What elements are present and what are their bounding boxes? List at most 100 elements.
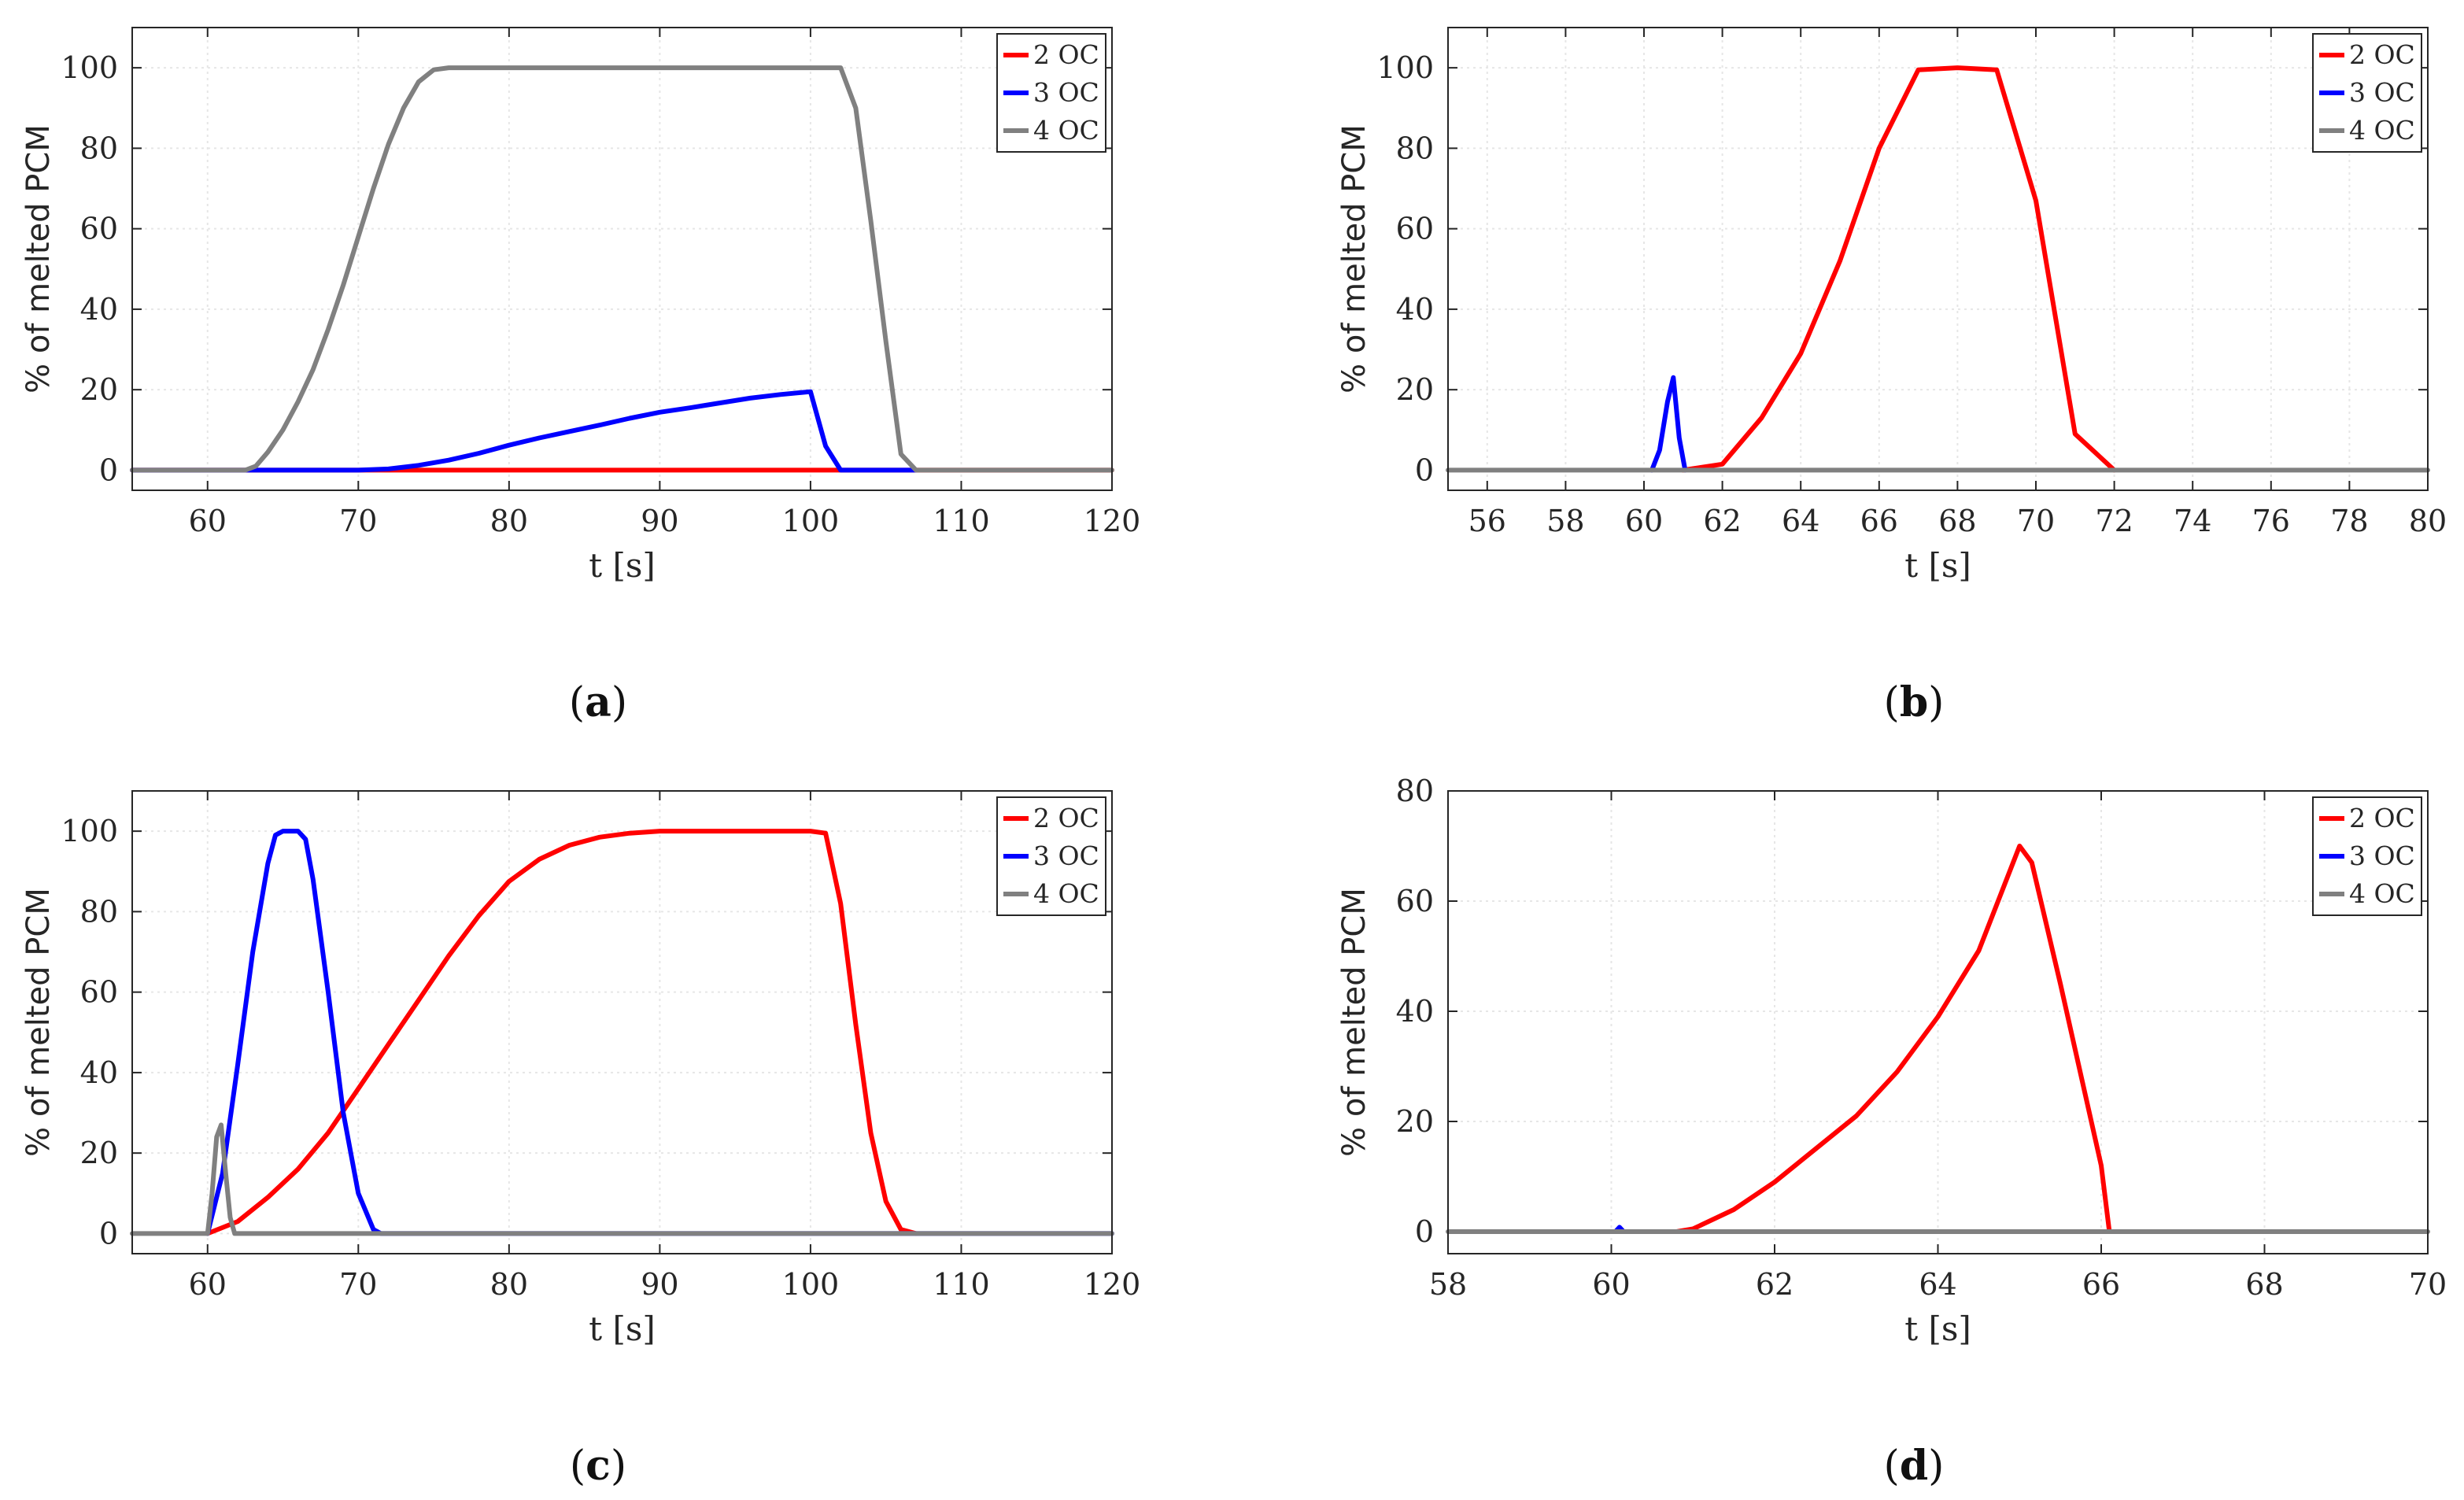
y-tick-label: 20 [1396, 372, 1434, 407]
x-axis-label: t [s] [589, 1310, 656, 1348]
series-line-2-oc [1680, 65, 2117, 473]
caption-open-paren: ( [569, 679, 585, 726]
y-tick-label: 60 [1396, 212, 1434, 246]
plot-area [132, 791, 1112, 1254]
x-tick-label: 58 [1429, 1267, 1467, 1302]
x-tick-label: 100 [782, 1267, 840, 1302]
x-tick-label: 56 [1468, 504, 1506, 538]
series-line-4-oc [130, 1122, 1114, 1236]
x-tick-label: 120 [1084, 504, 1141, 538]
legend: 2 OC 3 OC 4 OC [2312, 796, 2422, 916]
y-tick-label: 40 [1396, 994, 1434, 1029]
legend-label: 2 OC [1033, 803, 1099, 833]
x-tick-label: 120 [1084, 1267, 1141, 1302]
x-tick-label: 72 [2095, 504, 2133, 538]
legend-label: 4 OC [1033, 878, 1099, 909]
y-axis-label: % of melted PCM [1336, 124, 1372, 393]
legend: 2 OC 3 OC 4 OC [996, 33, 1106, 153]
x-axis-label: t [s] [1904, 546, 1971, 585]
x-tick-label: 70 [339, 504, 377, 538]
series-line-3-oc [205, 829, 1114, 1236]
y-tick-label: 80 [80, 131, 118, 165]
y-tick-label: 100 [61, 50, 118, 85]
caption-letter: c [586, 1442, 611, 1490]
y-tick-label: 40 [80, 1055, 118, 1090]
x-tick-label: 78 [2330, 504, 2368, 538]
chart-panel-b: 56 58 60 62 64 66 68 70 72 74 76 78 80 0 20 40 60 80 100 t … [1336, 27, 2447, 726]
x-axis-label: t [s] [1904, 1310, 1971, 1348]
x-tick-label: 66 [2082, 1267, 2120, 1302]
y-tick-label: 20 [80, 1136, 118, 1170]
y-axis-label: % of melted PCM [1336, 888, 1372, 1157]
y-tick-label: 0 [99, 453, 118, 487]
panel-caption: (a) [569, 678, 627, 726]
x-tick-label: 76 [2252, 504, 2290, 538]
chart-panel-d: 58 60 62 64 66 68 70 0 20 40 60 80 t [s] % of melted … [1336, 774, 2447, 1490]
x-tick-label: 80 [490, 1267, 528, 1302]
legend-label: 2 OC [2349, 39, 2415, 70]
caption-close-paren: ) [611, 1443, 626, 1490]
legend-label: 3 OC [1033, 77, 1099, 108]
y-tick-label: 100 [1376, 50, 1434, 85]
chart-panel-c: 60 70 80 90 100 110 120 0 20 40 60 80 100 t [s] % of m… [20, 790, 1141, 1490]
y-tick-label: 0 [99, 1216, 118, 1251]
series-line-4-oc [130, 65, 1114, 473]
caption-close-paren: ) [1928, 679, 1944, 726]
x-tick-label: 68 [2245, 1267, 2283, 1302]
y-tick-label: 40 [80, 292, 118, 327]
legend-label: 4 OC [1033, 115, 1099, 146]
series-line-3-oc [130, 389, 918, 473]
x-axis-label: t [s] [589, 546, 656, 585]
y-tick-label: 60 [1396, 884, 1434, 918]
x-tick-label: 90 [641, 1267, 678, 1302]
x-tick-label: 60 [189, 504, 227, 538]
y-tick-label: 60 [80, 975, 118, 1010]
y-tick-label: 40 [1396, 292, 1434, 327]
axes-box [131, 790, 1113, 1254]
axes-box [1447, 790, 2429, 1254]
caption-letter: d [1900, 1442, 1928, 1490]
legend: 2 OC 3 OC 4 OC [996, 796, 1106, 916]
x-tick-label: 64 [1919, 1267, 1956, 1302]
x-tick-label: 110 [933, 1267, 990, 1302]
x-tick-label: 60 [189, 1267, 227, 1302]
series-line-2-oc [205, 829, 918, 1236]
y-tick-label: 20 [1396, 1104, 1434, 1139]
y-tick-label: 100 [61, 814, 118, 848]
y-tick-label: 80 [80, 894, 118, 929]
x-tick-label: 60 [1592, 1267, 1630, 1302]
x-tick-label: 110 [933, 504, 990, 538]
axes-box [1447, 27, 2429, 491]
x-tick-label: 64 [1782, 504, 1819, 538]
x-tick-label: 70 [2409, 1267, 2447, 1302]
x-tick-label: 70 [2017, 504, 2055, 538]
legend-label: 3 OC [2349, 77, 2415, 108]
chart-panel-a: 60 70 80 90 100 110 120 0 20 40 60 80 100 t [s] % of m… [20, 27, 1141, 726]
x-tick-label: 80 [490, 504, 528, 538]
legend-label: 3 OC [2349, 841, 2415, 871]
caption-open-paren: ( [1884, 1443, 1900, 1490]
x-tick-label: 62 [1756, 1267, 1794, 1302]
series-line-3-oc [1649, 375, 1688, 473]
caption-letter: a [585, 678, 611, 726]
x-tick-label: 90 [641, 504, 678, 538]
x-tick-label: 100 [782, 504, 840, 538]
caption-open-paren: ( [1884, 679, 1900, 726]
y-tick-label: 80 [1396, 131, 1434, 165]
y-tick-label: 0 [1415, 453, 1434, 487]
x-tick-label: 66 [1860, 504, 1898, 538]
legend-label: 2 OC [1033, 39, 1099, 70]
legend-label: 3 OC [1033, 841, 1099, 871]
x-tick-label: 80 [2409, 504, 2447, 538]
series-line-2-oc [1674, 844, 2112, 1234]
x-tick-label: 58 [1546, 504, 1584, 538]
y-tick-label: 60 [80, 212, 118, 246]
y-axis-label: % of melted PCM [20, 888, 57, 1157]
legend-label: 4 OC [2349, 115, 2415, 146]
caption-close-paren: ) [611, 679, 627, 726]
x-tick-label: 62 [1703, 504, 1741, 538]
panel-caption: (c) [570, 1442, 626, 1490]
axes-box [131, 27, 1113, 491]
panel-caption: (d) [1884, 1442, 1945, 1490]
